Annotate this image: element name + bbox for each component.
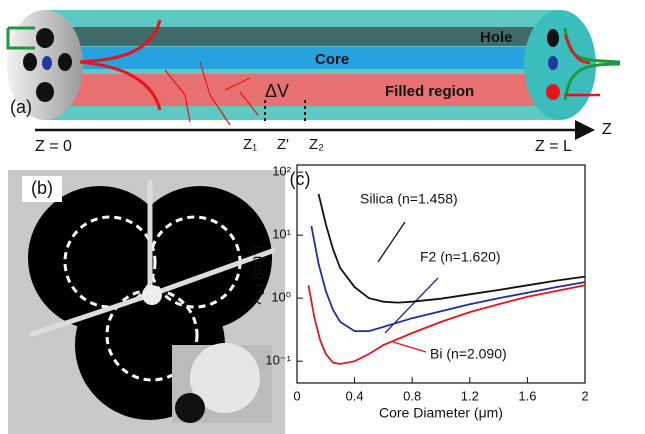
- pointer: [378, 222, 405, 262]
- filled-band: [70, 74, 560, 106]
- figure: (a) Hole Core Filled region ΔV Z = 0 Z =…: [0, 0, 645, 434]
- y-tick-label: 10⁰: [271, 290, 291, 305]
- hole-label: Hole: [480, 29, 513, 46]
- z-axis-label: Z: [602, 121, 612, 138]
- fiber-diagram: (a) Hole Core Filled region ΔV Z = 0 Z =…: [7, 10, 620, 155]
- z2-label: Z₂: [309, 136, 324, 153]
- panel-label: (b): [31, 178, 53, 198]
- x-tick-label: 2: [581, 388, 588, 403]
- series-label: F2 (n=1.620): [420, 249, 501, 265]
- pointer: [393, 342, 426, 352]
- x-tick-label: 0.8: [403, 388, 421, 403]
- z0-label: Z = 0: [35, 138, 72, 155]
- x-tick-label: 1.2: [461, 388, 479, 403]
- x-tick-label: 0.4: [346, 388, 364, 403]
- zl-label: Z = L: [535, 138, 572, 155]
- x-tick-label: 0: [293, 388, 300, 403]
- y-tick-label: 10¹: [272, 227, 291, 242]
- dv-label: ΔV: [265, 81, 289, 101]
- fiber-end: [524, 10, 596, 120]
- filled-label: Filled region: [385, 83, 474, 100]
- core-label: Core: [315, 51, 349, 68]
- panel-label: (a): [10, 97, 32, 117]
- series-label: Bi (n=2.090): [430, 346, 507, 362]
- y-label-part: (μm: [248, 256, 264, 280]
- y-tick-label: 10⁻¹: [265, 353, 291, 368]
- y-label-part: eff: [256, 284, 267, 295]
- z1-label: Z₁: [243, 136, 257, 153]
- y-tick-label: 10²: [272, 164, 291, 179]
- micrograph: (b): [8, 170, 285, 434]
- zp-label: Z': [277, 136, 289, 153]
- series-label: Silica (n=1.458): [360, 191, 458, 207]
- x-axis-label: Core Diameter (μm): [379, 405, 503, 421]
- y-label-part: ): [248, 246, 264, 251]
- series-line: [311, 226, 585, 331]
- x-tick-label: 1.6: [518, 388, 536, 403]
